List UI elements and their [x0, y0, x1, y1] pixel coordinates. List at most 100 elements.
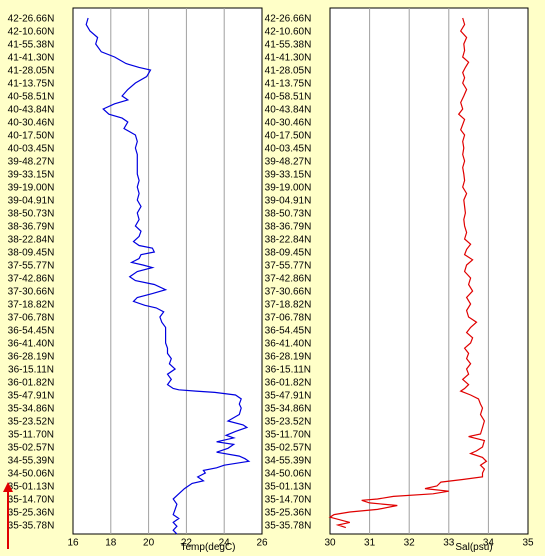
latitude-label: 36-54.45N: [265, 326, 312, 337]
x-tick-label: 32: [404, 537, 416, 548]
latitude-label: 38-22.84N: [8, 235, 55, 246]
latitude-label: 38-09.45N: [8, 248, 55, 259]
latitude-label: 42-10.60N: [265, 27, 312, 38]
latitude-label: 37-18.82N: [8, 300, 55, 311]
latitude-label: 42-26.66N: [8, 14, 55, 25]
latitude-label: 37-06.78N: [265, 313, 312, 324]
latitude-label: 41-55.38N: [8, 40, 55, 51]
salinity-axis-label: Sal(psu): [455, 542, 492, 553]
latitude-label: 40-17.50N: [265, 131, 312, 142]
latitude-label: 39-04.91N: [265, 196, 312, 207]
latitude-label: 38-09.45N: [265, 248, 312, 259]
latitude-label: 35-01.13N: [8, 482, 55, 493]
latitude-label: 39-19.00N: [8, 183, 55, 194]
temperature-axis-label: Temp(degC): [180, 542, 235, 553]
latitude-label: 40-17.50N: [8, 131, 55, 142]
temperature-grid: [110, 8, 225, 534]
latitude-label: 41-28.05N: [8, 66, 55, 77]
x-tick-label: 34: [483, 537, 495, 548]
latitude-label: 41-13.75N: [8, 79, 55, 90]
latitude-label: 40-30.46N: [265, 118, 312, 129]
latitude-label: 37-30.66N: [265, 287, 312, 298]
latitude-label: 36-54.45N: [8, 326, 55, 337]
x-tick-label: 24: [219, 537, 231, 548]
latitude-label: 35-34.86N: [265, 404, 312, 415]
latitude-label: 36-01.82N: [8, 378, 55, 389]
latitude-label: 35-25.36N: [265, 508, 312, 519]
x-tick-label: 18: [105, 537, 117, 548]
latitude-label: 41-55.38N: [265, 40, 312, 51]
x-tick-label: 16: [67, 537, 79, 548]
latitude-label: 35-47.91N: [265, 391, 312, 402]
latitude-label: 35-02.57N: [265, 443, 312, 454]
salinity-series-line: [328, 17, 488, 529]
latitude-label: 37-30.66N: [8, 287, 55, 298]
x-tick-label: 30: [324, 537, 336, 548]
latitude-label: 39-48.27N: [8, 157, 55, 168]
latitude-label: 37-55.77N: [265, 261, 312, 272]
latitude-label: 34-50.06N: [265, 469, 312, 480]
latitude-label: 35-14.70N: [265, 495, 312, 506]
salinity-x-tick-labels: 30 31 32 33 34 35: [324, 537, 534, 548]
salinity-plot-area: [329, 7, 529, 535]
latitude-label: 41-41.30N: [265, 53, 312, 64]
latitude-label: 36-15.11N: [8, 365, 54, 376]
latitude-label: 35-25.36N: [8, 508, 55, 519]
latitude-label: 38-36.79N: [8, 222, 55, 233]
latitude-label: 35-11.70N: [265, 430, 311, 441]
latitude-label: 38-36.79N: [265, 222, 312, 233]
latitude-label: 37-06.78N: [8, 313, 55, 324]
latitude-label: 40-58.51N: [265, 92, 312, 103]
latitude-label: 35-35.78N: [265, 521, 312, 532]
latitude-label: 41-41.30N: [8, 53, 55, 64]
latitude-label: 39-19.00N: [265, 183, 312, 194]
latitude-label: 36-01.82N: [265, 378, 312, 389]
latitude-label: 37-42.86N: [8, 274, 55, 285]
latitude-label: 39-33.15N: [265, 170, 312, 181]
latitude-label: 35-01.13N: [265, 482, 312, 493]
latitude-label: 35-11.70N: [8, 430, 54, 441]
latitude-label: 34-55.39N: [265, 456, 312, 467]
latitude-label: 37-42.86N: [265, 274, 312, 285]
x-tick-label: 26: [256, 537, 268, 548]
direction-arrow-icon: [3, 482, 13, 549]
latitude-label: 42-26.66N: [265, 14, 312, 25]
latitude-label: 37-18.82N: [265, 300, 312, 311]
temperature-x-tick-labels: 16 18 20 22 24 26: [67, 537, 268, 548]
latitude-label: 36-28.19N: [265, 352, 312, 363]
x-tick-label: 35: [522, 537, 534, 548]
latitude-label: 35-47.91N: [8, 391, 55, 402]
temperature-series-line: [85, 17, 251, 535]
latitude-label: 40-03.45N: [265, 144, 312, 155]
x-tick-label: 31: [364, 537, 376, 548]
latitude-label: 35-02.57N: [8, 443, 55, 454]
salinity-latitude-labels: 42-26.66N 42-10.60N 41-55.38N 41-41.30N 41-2…: [265, 14, 312, 532]
latitude-label: 40-58.51N: [8, 92, 55, 103]
latitude-label: 34-55.39N: [8, 456, 55, 467]
latitude-label: 40-43.84N: [8, 105, 55, 116]
latitude-label: 36-41.40N: [8, 339, 55, 350]
latitude-label: 35-14.70N: [8, 495, 55, 506]
latitude-label: 41-13.75N: [265, 79, 312, 90]
latitude-label: 39-04.91N: [8, 196, 55, 207]
latitude-label: 34-50.06N: [8, 469, 55, 480]
latitude-label: 42-10.60N: [8, 27, 55, 38]
latitude-label: 39-33.15N: [8, 170, 55, 181]
salinity-grid: [369, 8, 489, 534]
latitude-label: 38-22.84N: [265, 235, 312, 246]
latitude-label: 39-48.27N: [265, 157, 312, 168]
latitude-label: 35-23.52N: [8, 417, 55, 428]
latitude-label: 35-23.52N: [265, 417, 312, 428]
latitude-label: 38-50.73N: [265, 209, 312, 220]
latitude-label: 40-30.46N: [8, 118, 55, 129]
latitude-label: 35-34.86N: [8, 404, 55, 415]
latitude-label: 37-55.77N: [8, 261, 55, 272]
x-tick-label: 20: [143, 537, 155, 548]
latitude-label: 41-28.05N: [265, 66, 312, 77]
latitude-label: 36-41.40N: [265, 339, 312, 350]
latitude-label: 35-35.78N: [8, 521, 55, 532]
latitude-label: 40-03.45N: [8, 144, 55, 155]
temperature-latitude-labels: 42-26.66N 42-10.60N 41-55.38N 41-41.30N 41-2…: [8, 14, 55, 532]
x-tick-label: 33: [443, 537, 455, 548]
